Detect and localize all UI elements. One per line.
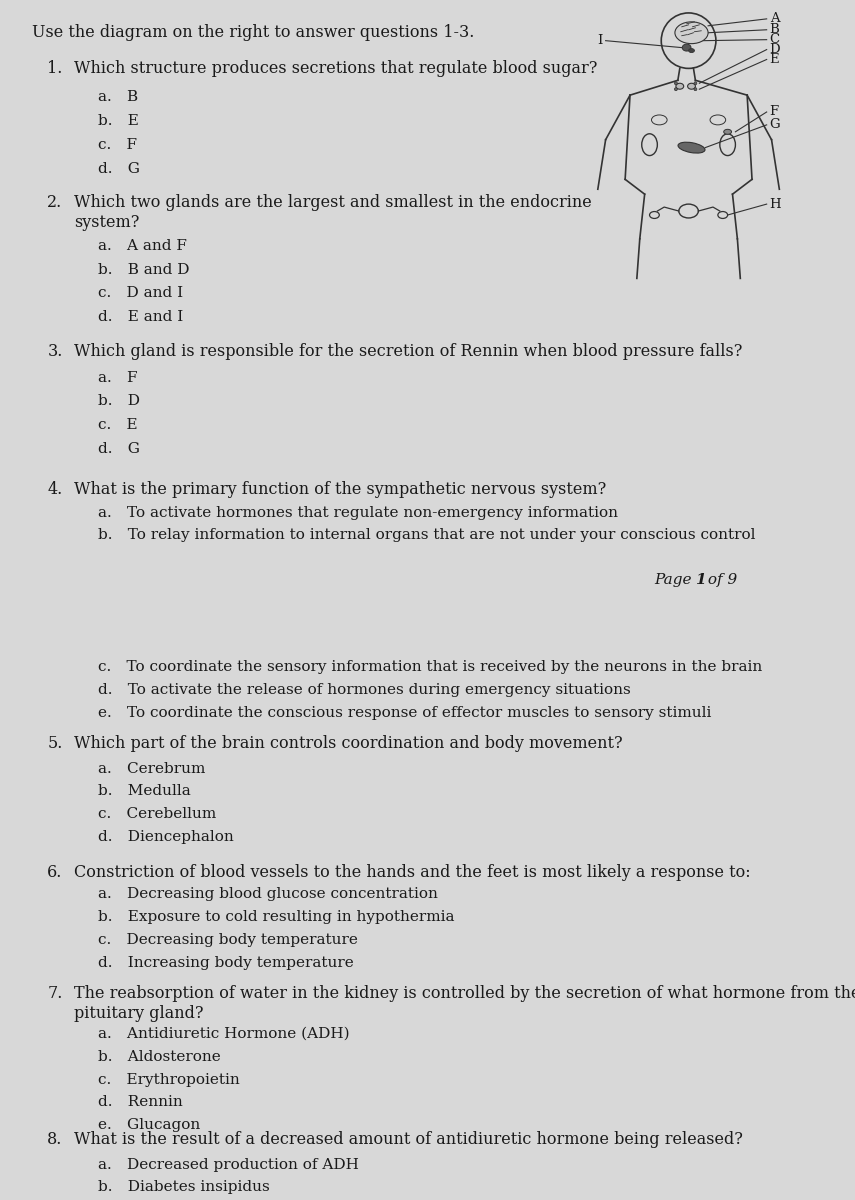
Text: F: F [770,106,779,119]
Text: b. B and D: b. B and D [98,263,190,276]
Text: C: C [770,34,780,46]
Text: E: E [770,53,779,66]
Text: d. E and I: d. E and I [98,310,183,324]
Text: Which part of the brain controls coordination and body movement?: Which part of the brain controls coordin… [74,734,622,751]
Text: c. D and I: c. D and I [98,287,183,300]
Text: c. E: c. E [98,418,138,432]
Text: b. Diabetes insipidus: b. Diabetes insipidus [98,1181,270,1194]
Text: 1: 1 [695,572,706,587]
Text: Which structure produces secretions that regulate blood sugar?: Which structure produces secretions that… [74,60,597,78]
Ellipse shape [682,44,691,52]
Text: Constriction of blood vessels to the hands and the feet is most likely a respons: Constriction of blood vessels to the han… [74,864,751,881]
Text: e. To coordinate the conscious response of effector muscles to sensory stimuli: e. To coordinate the conscious response … [98,706,711,720]
Ellipse shape [676,83,684,89]
Text: a. Decreasing blood glucose concentration: a. Decreasing blood glucose concentratio… [98,887,438,901]
Text: Page: Page [654,572,697,587]
Text: d. Diencephalon: d. Diencephalon [98,830,234,844]
Ellipse shape [675,22,708,43]
Text: c. Erythropoietin: c. Erythropoietin [98,1073,240,1086]
Text: b. To relay information to internal organs that are not under your conscious con: b. To relay information to internal orga… [98,528,756,542]
Ellipse shape [723,130,732,134]
Text: 8.: 8. [47,1130,62,1148]
Text: A: A [770,12,779,25]
Text: b. D: b. D [98,395,140,408]
Circle shape [675,82,677,85]
Text: 5.: 5. [47,734,62,751]
Text: d. Rennin: d. Rennin [98,1096,183,1109]
Text: c. F: c. F [98,138,137,151]
Text: d. G: d. G [98,442,140,456]
Text: 4.: 4. [47,481,62,498]
Text: a. F: a. F [98,371,138,384]
Text: The reabsorption of water in the kidney is controlled by the secretion of what h: The reabsorption of water in the kidney … [74,985,855,1022]
Text: a. A and F: a. A and F [98,239,187,253]
Text: H: H [770,198,781,211]
Text: b. Exposure to cold resulting in hypothermia: b. Exposure to cold resulting in hypothe… [98,910,455,924]
Text: What is the result of a decreased amount of antidiuretic hormone being released?: What is the result of a decreased amount… [74,1130,743,1148]
Text: b. E: b. E [98,114,139,128]
Text: What is the primary function of the sympathetic nervous system?: What is the primary function of the symp… [74,481,606,498]
Text: a. Decreased production of ADH: a. Decreased production of ADH [98,1158,359,1171]
Text: d. Increasing body temperature: d. Increasing body temperature [98,955,354,970]
Text: b. Aldosterone: b. Aldosterone [98,1050,221,1063]
Text: D: D [770,43,781,56]
Text: I: I [598,34,603,47]
Text: a. Cerebrum: a. Cerebrum [98,762,205,775]
Text: c. Decreasing body temperature: c. Decreasing body temperature [98,932,358,947]
Text: b. Medulla: b. Medulla [98,785,191,798]
Text: of 9: of 9 [703,572,738,587]
Circle shape [694,88,697,91]
Text: a. B: a. B [98,90,139,104]
Text: e. Glucagon: e. Glucagon [98,1118,200,1132]
Text: 1.: 1. [47,60,62,78]
Text: 7.: 7. [47,985,62,1002]
Text: c. To coordinate the sensory information that is received by the neurons in the : c. To coordinate the sensory information… [98,660,763,674]
Ellipse shape [687,83,695,89]
Text: a. Antidiuretic Hormone (ADH): a. Antidiuretic Hormone (ADH) [98,1027,350,1040]
Text: 3.: 3. [47,343,62,360]
Text: G: G [770,119,781,131]
Text: a. To activate hormones that regulate non-emergency information: a. To activate hormones that regulate no… [98,506,618,521]
Ellipse shape [688,48,694,53]
Text: 6.: 6. [47,864,62,881]
Text: Which gland is responsible for the secretion of Rennin when blood pressure falls: Which gland is responsible for the secre… [74,343,742,360]
Circle shape [694,82,697,85]
Text: c. Cerebellum: c. Cerebellum [98,808,216,821]
Text: Which two glands are the largest and smallest in the endocrine
system?: Which two glands are the largest and sma… [74,194,592,230]
Ellipse shape [678,143,705,154]
Circle shape [675,88,677,91]
Text: 2.: 2. [47,194,62,211]
Text: d. G: d. G [98,162,140,175]
Text: Use the diagram on the right to answer questions 1-3.: Use the diagram on the right to answer q… [32,24,475,41]
Text: d. To activate the release of hormones during emergency situations: d. To activate the release of hormones d… [98,683,631,697]
Text: B: B [770,23,780,36]
